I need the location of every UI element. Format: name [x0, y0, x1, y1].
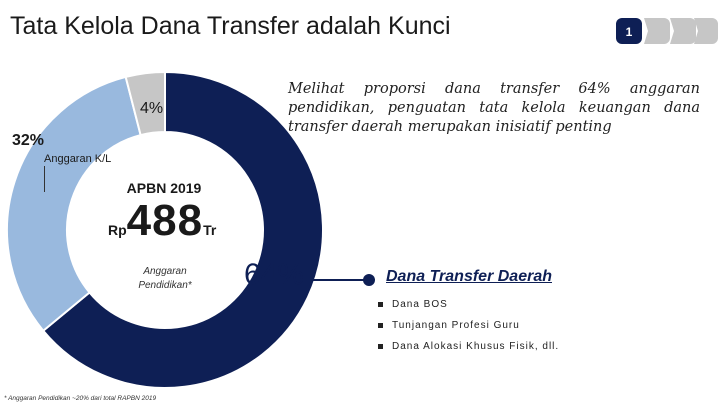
transfer-connector-dot	[363, 274, 375, 286]
bullet-icon	[378, 322, 383, 328]
center-currency: Rp	[108, 222, 127, 238]
transfer-item: Tunjangan Profesi Guru	[378, 320, 520, 331]
footnote: * Anggaran Pendidikan ~20% dari total RA…	[4, 395, 157, 402]
center-unit: Tr	[203, 222, 217, 238]
step-2-marker	[644, 18, 670, 44]
step-4-marker	[694, 18, 718, 44]
kl-category-label: Anggaran K/L	[44, 153, 112, 165]
education-budget-donut	[6, 70, 324, 389]
center-value: 488	[126, 196, 204, 245]
bullet-icon	[378, 343, 383, 349]
center-year-label: APBN 2019	[126, 180, 202, 196]
page-title: Tata Kelola Dana Transfer adalah Kunci	[10, 12, 451, 40]
slice-other	[124, 70, 166, 137]
slice-transfer-daerah	[41, 70, 324, 389]
transfer-item: Dana BOS	[378, 299, 448, 310]
center-total: Rp488Tr	[108, 196, 216, 246]
step-1-number: 1	[626, 25, 633, 39]
kl-leader-line	[44, 166, 45, 192]
key-message: Melihat proporsi dana transfer 64% angga…	[288, 81, 700, 135]
step-indicator: 1	[616, 18, 718, 44]
center-caption: Anggaran Pendidikan*	[138, 266, 192, 291]
slice-label-transfer: 64%	[244, 258, 305, 291]
transfer-item: Dana Alokasi Khusus Fisik, dll.	[378, 341, 559, 352]
bullet-icon	[378, 301, 383, 307]
transfer-connector-line	[288, 279, 370, 281]
step-3-marker	[670, 18, 696, 44]
slice-label-kl: 32%	[12, 132, 45, 149]
transfer-category-label: Dana Transfer Daerah	[386, 268, 552, 285]
slice-label-other: 4%	[140, 100, 164, 117]
slice-anggaran-kl	[6, 75, 142, 333]
step-1-marker	[616, 18, 642, 44]
